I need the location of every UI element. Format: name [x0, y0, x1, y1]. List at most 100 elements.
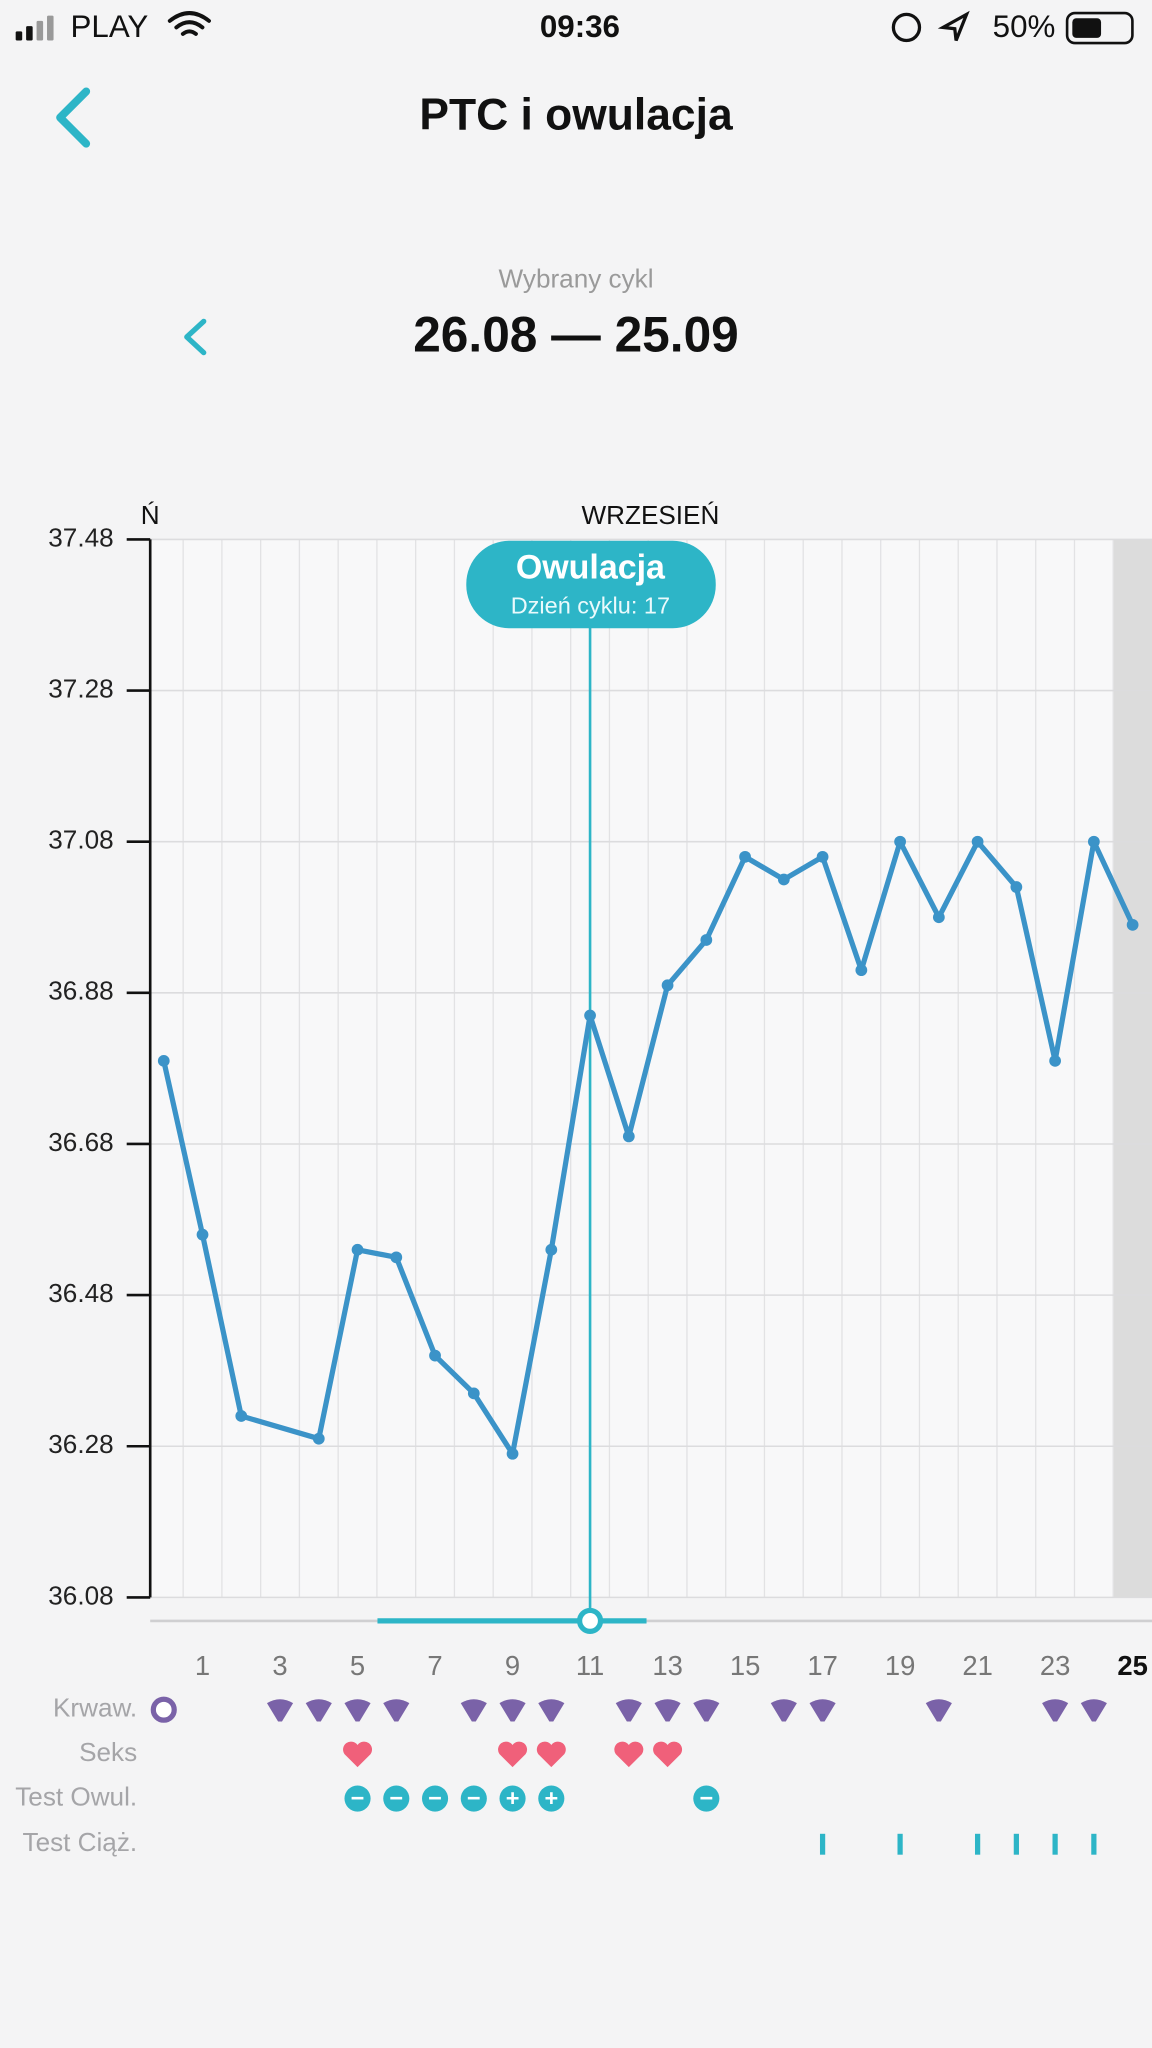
- ovulation-title: Owulacja: [516, 548, 666, 586]
- x-tick-label: 17: [807, 1650, 837, 1681]
- x-tick-label: 7: [427, 1650, 442, 1681]
- prev-cycle-button[interactable]: [184, 318, 207, 356]
- ovulation-test-icon: [460, 1785, 487, 1812]
- bleeding-icon: [654, 1699, 681, 1722]
- x-tick-label: 25: [1117, 1650, 1147, 1681]
- bleeding-icon: [538, 1699, 565, 1722]
- x-tick-label: 15: [730, 1650, 760, 1681]
- future-area: [1112, 539, 1152, 1598]
- row-label: Krwaw.: [53, 1693, 137, 1723]
- timeline-handle: [577, 1607, 604, 1634]
- location-icon: [937, 10, 970, 42]
- ovulation-test-result: −: [428, 1785, 442, 1811]
- month-label: Ń: [141, 500, 160, 530]
- y-tick-label: 37.48: [48, 522, 113, 552]
- temperature-point: [351, 1243, 364, 1256]
- bleeding-icon: [344, 1699, 371, 1722]
- ovulation-test-icon: [538, 1785, 565, 1812]
- y-tick-label: 37.28: [48, 673, 113, 703]
- bleeding-icon: [460, 1699, 487, 1722]
- carrier: PLAY: [71, 9, 149, 44]
- ovulation-test-result: −: [389, 1785, 403, 1811]
- temperature-point: [545, 1243, 558, 1256]
- bleeding-icon: [1042, 1699, 1069, 1722]
- ovulation-test-result: −: [467, 1785, 481, 1811]
- row-label: Test Ciąż.: [23, 1827, 138, 1857]
- temperature-point: [894, 835, 906, 848]
- pregnancy-test-icon: [897, 1833, 903, 1855]
- temperature-point: [971, 835, 984, 848]
- x-tick-label: 5: [350, 1650, 365, 1681]
- battery-level: 50%: [993, 9, 1056, 44]
- x-tick-label: 21: [962, 1650, 992, 1681]
- temperature-point: [777, 873, 790, 886]
- bleeding-icon: [770, 1699, 797, 1722]
- ovulation-test-result: −: [351, 1785, 365, 1811]
- rotation-lock-icon: [891, 12, 922, 43]
- sex-icon: [498, 1741, 528, 1768]
- y-tick-label: 36.68: [48, 1127, 113, 1157]
- sex-icon: [343, 1741, 373, 1768]
- temperature-point: [1010, 881, 1023, 893]
- x-tick-label: 3: [272, 1650, 287, 1681]
- x-tick-label: 1: [195, 1650, 210, 1681]
- ovulation-badge: [466, 540, 716, 629]
- temperature-point: [622, 1130, 635, 1143]
- temperature-point: [700, 934, 713, 946]
- sex-icon: [614, 1741, 644, 1768]
- ovulation-test-result: +: [506, 1785, 520, 1811]
- bleeding-icon: [266, 1699, 294, 1722]
- row-label: Test Owul.: [15, 1781, 137, 1811]
- wifi-icon: [167, 11, 211, 36]
- cycle-range: 26.08 — 25.09: [413, 306, 739, 362]
- pregnancy-test-icon: [974, 1833, 981, 1855]
- pregnancy-test-icon: [819, 1833, 826, 1855]
- pregnancy-test-icon: [1013, 1833, 1019, 1855]
- ovulation-test-icon: [693, 1785, 720, 1812]
- cycle-label: Wybrany cykl: [499, 264, 654, 294]
- ovulation-test-icon: [421, 1785, 449, 1812]
- temperature-point: [235, 1410, 248, 1422]
- chart: 37.48 37.28 37.08 36.88 36.68 36.48 36.28 36.08…: [15, 500, 1152, 1857]
- x-tick-label: 13: [652, 1650, 682, 1681]
- temperature-point: [196, 1228, 209, 1241]
- sex-icon: [653, 1741, 683, 1768]
- temperature-point: [312, 1432, 325, 1445]
- bleeding-icon: [383, 1699, 410, 1722]
- plot-area: [150, 539, 1152, 1598]
- x-tick-label: 11: [576, 1650, 604, 1681]
- bleeding-icon: [615, 1699, 642, 1722]
- temperature-point: [429, 1349, 441, 1362]
- battery-icon: [1065, 11, 1134, 45]
- pregnancy-test-icon: [1091, 1833, 1097, 1855]
- ovulation-test-icon: [499, 1785, 526, 1812]
- ovulation-test-icon: [344, 1785, 371, 1812]
- pregnancy-test-icon: [1052, 1833, 1058, 1855]
- temperature-point: [390, 1251, 403, 1264]
- temperature-point: [584, 1009, 596, 1022]
- temperature-point: [661, 979, 674, 992]
- x-tick-label: 19: [885, 1650, 915, 1681]
- temperature-point: [1126, 918, 1139, 931]
- bleeding-icon: [925, 1699, 952, 1722]
- row-label: Seks: [79, 1737, 137, 1767]
- bleeding-icon: [1080, 1699, 1107, 1722]
- bleeding-start: [150, 1696, 177, 1723]
- y-tick-label: 36.28: [48, 1429, 113, 1459]
- signal: [15, 15, 54, 41]
- screen-title: PTC i owulacja: [419, 90, 733, 139]
- sex-icon: [536, 1741, 566, 1768]
- back-button[interactable]: [56, 87, 91, 148]
- temperature-point: [1049, 1054, 1061, 1067]
- bleeding-icon: [809, 1699, 836, 1722]
- temperature-point: [932, 911, 945, 924]
- y-tick-label: 36.08: [48, 1580, 113, 1610]
- bleeding-icon: [305, 1699, 332, 1722]
- temperature-point: [467, 1387, 480, 1400]
- bleeding-icon: [693, 1699, 720, 1722]
- temperature-point: [816, 850, 829, 863]
- x-tick-label: 23: [1040, 1650, 1070, 1681]
- ovulation-test-icon: [383, 1785, 410, 1812]
